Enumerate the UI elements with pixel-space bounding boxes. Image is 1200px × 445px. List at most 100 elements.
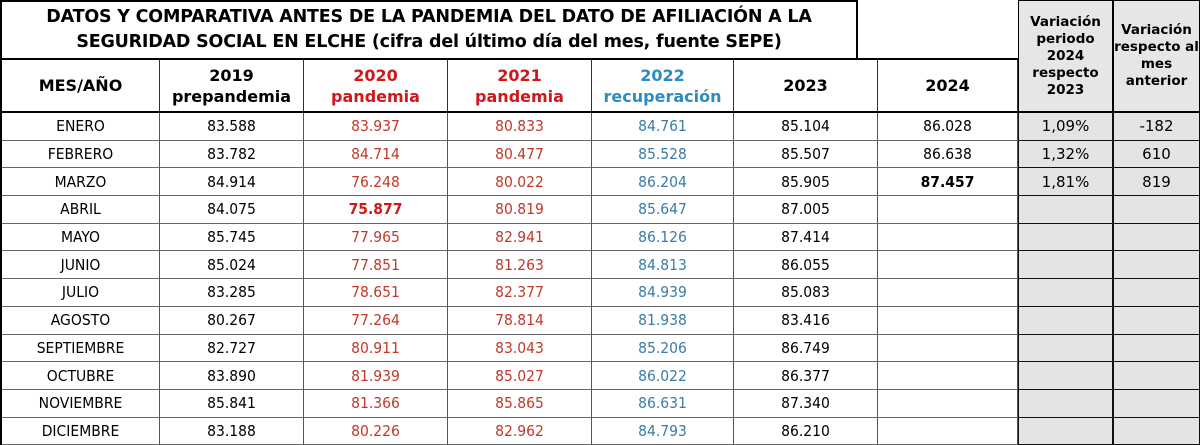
value-cell: 81.366 bbox=[304, 389, 448, 418]
value-cell: 78.814 bbox=[448, 306, 592, 335]
variation-month-cell bbox=[1113, 223, 1200, 252]
variation-pct-cell bbox=[1018, 362, 1113, 390]
value-cell: 83.043 bbox=[448, 334, 592, 363]
variation-month-cell: 610 bbox=[1113, 140, 1200, 169]
value-cell: 76.248 bbox=[304, 168, 448, 197]
value-cell bbox=[878, 417, 1018, 445]
column-header: 2023 bbox=[734, 60, 878, 113]
variation-month-cell bbox=[1113, 389, 1200, 418]
table-title: DATOS Y COMPARATIVA ANTES DE LA PANDEMIA… bbox=[0, 0, 858, 58]
column-header: 2022 recuperación bbox=[592, 60, 734, 113]
month-cell: OCTUBRE bbox=[2, 362, 160, 390]
value-cell: 86.126 bbox=[592, 223, 734, 252]
value-cell: 83.782 bbox=[160, 140, 304, 169]
header-year: MES/AÑO bbox=[38, 76, 123, 95]
value-cell: 77.965 bbox=[304, 223, 448, 252]
month-cell: JULIO bbox=[2, 279, 160, 307]
variation-month-cell: 819 bbox=[1113, 168, 1200, 197]
header-subtitle: pandemia bbox=[475, 86, 564, 106]
value-cell: 84.939 bbox=[592, 279, 734, 307]
value-cell: 86.631 bbox=[592, 389, 734, 418]
column-header: MES/AÑO bbox=[2, 60, 160, 113]
value-cell: 80.477 bbox=[448, 140, 592, 169]
value-cell: 86.638 bbox=[878, 140, 1018, 169]
variation-pct-cell bbox=[1018, 196, 1113, 224]
value-cell: 80.911 bbox=[304, 334, 448, 363]
variation-month-cell bbox=[1113, 251, 1200, 280]
value-cell: 84.813 bbox=[592, 251, 734, 280]
value-cell: 85.024 bbox=[160, 251, 304, 280]
variation-month-cell bbox=[1113, 306, 1200, 335]
variation-month-cell bbox=[1113, 334, 1200, 363]
value-cell: 80.833 bbox=[448, 113, 592, 141]
header-year: 2022 bbox=[640, 65, 685, 85]
value-cell bbox=[878, 251, 1018, 280]
value-cell: 82.941 bbox=[448, 223, 592, 252]
value-cell bbox=[878, 279, 1018, 307]
value-cell: 85.027 bbox=[448, 362, 592, 390]
header-year: 2023 bbox=[783, 76, 828, 95]
month-cell: DICIEMBRE bbox=[2, 417, 160, 445]
value-cell: 77.851 bbox=[304, 251, 448, 280]
value-cell bbox=[878, 196, 1018, 224]
header-subtitle: pandemia bbox=[331, 86, 420, 106]
value-cell: 84.714 bbox=[304, 140, 448, 169]
value-cell: 83.588 bbox=[160, 113, 304, 141]
title-line-2: SEGURIDAD SOCIAL EN ELCHE (cifra del últ… bbox=[76, 32, 782, 52]
month-cell: ENERO bbox=[2, 113, 160, 141]
value-cell bbox=[878, 362, 1018, 390]
value-cell: 82.377 bbox=[448, 279, 592, 307]
value-cell bbox=[878, 223, 1018, 252]
month-cell: NOVIEMBRE bbox=[2, 389, 160, 418]
variation-pct-cell bbox=[1018, 306, 1113, 335]
variation-month-cell bbox=[1113, 279, 1200, 307]
value-cell: 86.210 bbox=[734, 417, 878, 445]
variation-month-cell bbox=[1113, 196, 1200, 224]
value-cell bbox=[878, 334, 1018, 363]
value-cell: 86.055 bbox=[734, 251, 878, 280]
value-cell: 87.005 bbox=[734, 196, 878, 224]
value-cell: 75.877 bbox=[304, 196, 448, 224]
header-year: 2020 bbox=[353, 65, 398, 85]
month-cell: MARZO bbox=[2, 168, 160, 197]
header-subtitle: recuperación bbox=[603, 86, 722, 106]
variation-pct-cell bbox=[1018, 279, 1113, 307]
column-header: 2024 bbox=[878, 60, 1018, 113]
value-cell: 83.285 bbox=[160, 279, 304, 307]
variation-pct-cell: 1,09% bbox=[1018, 113, 1113, 141]
value-cell: 87.457 bbox=[878, 168, 1018, 197]
header-year: 2021 bbox=[497, 65, 542, 85]
month-cell: ABRIL bbox=[2, 196, 160, 224]
value-cell: 78.651 bbox=[304, 279, 448, 307]
value-cell bbox=[878, 389, 1018, 418]
title-line-1: DATOS Y COMPARATIVA ANTES DE LA PANDEMIA… bbox=[46, 7, 812, 27]
value-cell: 85.206 bbox=[592, 334, 734, 363]
value-cell: 77.264 bbox=[304, 306, 448, 335]
value-cell: 86.028 bbox=[878, 113, 1018, 141]
variation-pct-cell bbox=[1018, 223, 1113, 252]
value-cell: 86.022 bbox=[592, 362, 734, 390]
month-cell: JUNIO bbox=[2, 251, 160, 280]
variation-pct-cell bbox=[1018, 334, 1113, 363]
variation-month-cell bbox=[1113, 417, 1200, 445]
value-cell: 82.962 bbox=[448, 417, 592, 445]
value-cell: 81.939 bbox=[304, 362, 448, 390]
value-cell: 83.416 bbox=[734, 306, 878, 335]
column-header: 2021 pandemia bbox=[448, 60, 592, 113]
value-cell: 87.414 bbox=[734, 223, 878, 252]
variation-pct-cell bbox=[1018, 389, 1113, 418]
value-cell: 87.340 bbox=[734, 389, 878, 418]
variation-month-cell bbox=[1113, 362, 1200, 390]
affiliation-table: MES/AÑO 2019 prepandemia 2020 pandemia 2021 pa… bbox=[0, 58, 1018, 445]
value-cell: 81.263 bbox=[448, 251, 592, 280]
value-cell: 84.914 bbox=[160, 168, 304, 197]
value-cell: 84.761 bbox=[592, 113, 734, 141]
value-cell: 82.727 bbox=[160, 334, 304, 363]
value-cell: 84.793 bbox=[592, 417, 734, 445]
variation-table: Variación periodo 2024 respecto 2023 Vari… bbox=[1018, 0, 1200, 445]
month-cell: FEBRERO bbox=[2, 140, 160, 169]
header-subtitle: prepandemia bbox=[171, 86, 292, 106]
column-header: 2019 prepandemia bbox=[160, 60, 304, 113]
value-cell bbox=[878, 306, 1018, 335]
variation-pct-cell: 1,32% bbox=[1018, 140, 1113, 169]
